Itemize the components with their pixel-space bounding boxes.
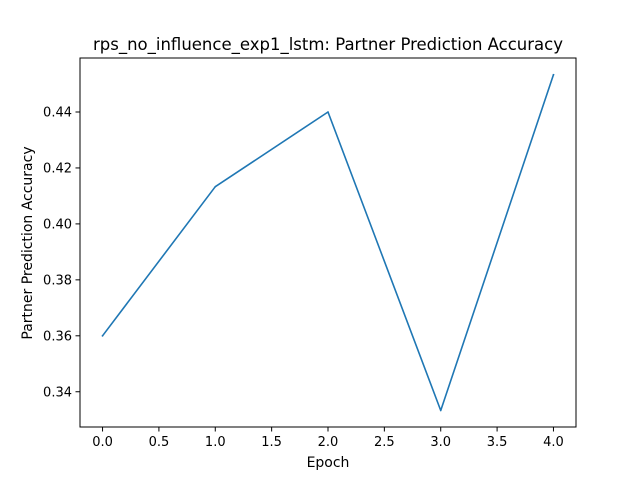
data-point: [439, 409, 442, 412]
x-tick-label: 0.0: [92, 435, 113, 450]
data-point: [552, 73, 555, 76]
y-tick-label: 0.34: [43, 385, 72, 400]
y-tick-label: 0.38: [43, 273, 72, 288]
plot-area-frame: [79, 57, 577, 428]
y-tick-label: 0.36: [43, 329, 72, 344]
x-tick-label: 4.0: [543, 435, 564, 450]
series-layer: [101, 73, 555, 412]
y-tick-label: 0.42: [43, 161, 72, 176]
x-tick-label: 3.5: [487, 435, 508, 450]
x-tick-label: 0.5: [149, 435, 170, 450]
x-tick-label: 2.5: [374, 435, 395, 450]
x-tick-label: 1.0: [205, 435, 226, 450]
y-axis-label: Partner Prediction Accuracy: [20, 146, 36, 339]
y-tick-label: 0.44: [43, 105, 72, 120]
x-tick-label: 2.0: [318, 435, 339, 450]
x-axis-ticks: 0.0 0.5 1.0 1.5 2.0 2.5 3.0 3.5 4.0: [92, 427, 564, 450]
y-axis-ticks: 0.34 0.36 0.38 0.40 0.42 0.44: [43, 105, 80, 400]
x-tick-label: 3.0: [430, 435, 451, 450]
data-point: [214, 185, 217, 188]
data-point: [327, 111, 329, 113]
y-tick-label: 0.40: [43, 217, 72, 232]
x-tick-label: 1.5: [261, 435, 282, 450]
x-axis-label: Epoch: [307, 455, 350, 471]
data-point: [101, 334, 104, 337]
chart-title: rps_no_influence_exp1_lstm: Partner Pred…: [93, 35, 563, 55]
